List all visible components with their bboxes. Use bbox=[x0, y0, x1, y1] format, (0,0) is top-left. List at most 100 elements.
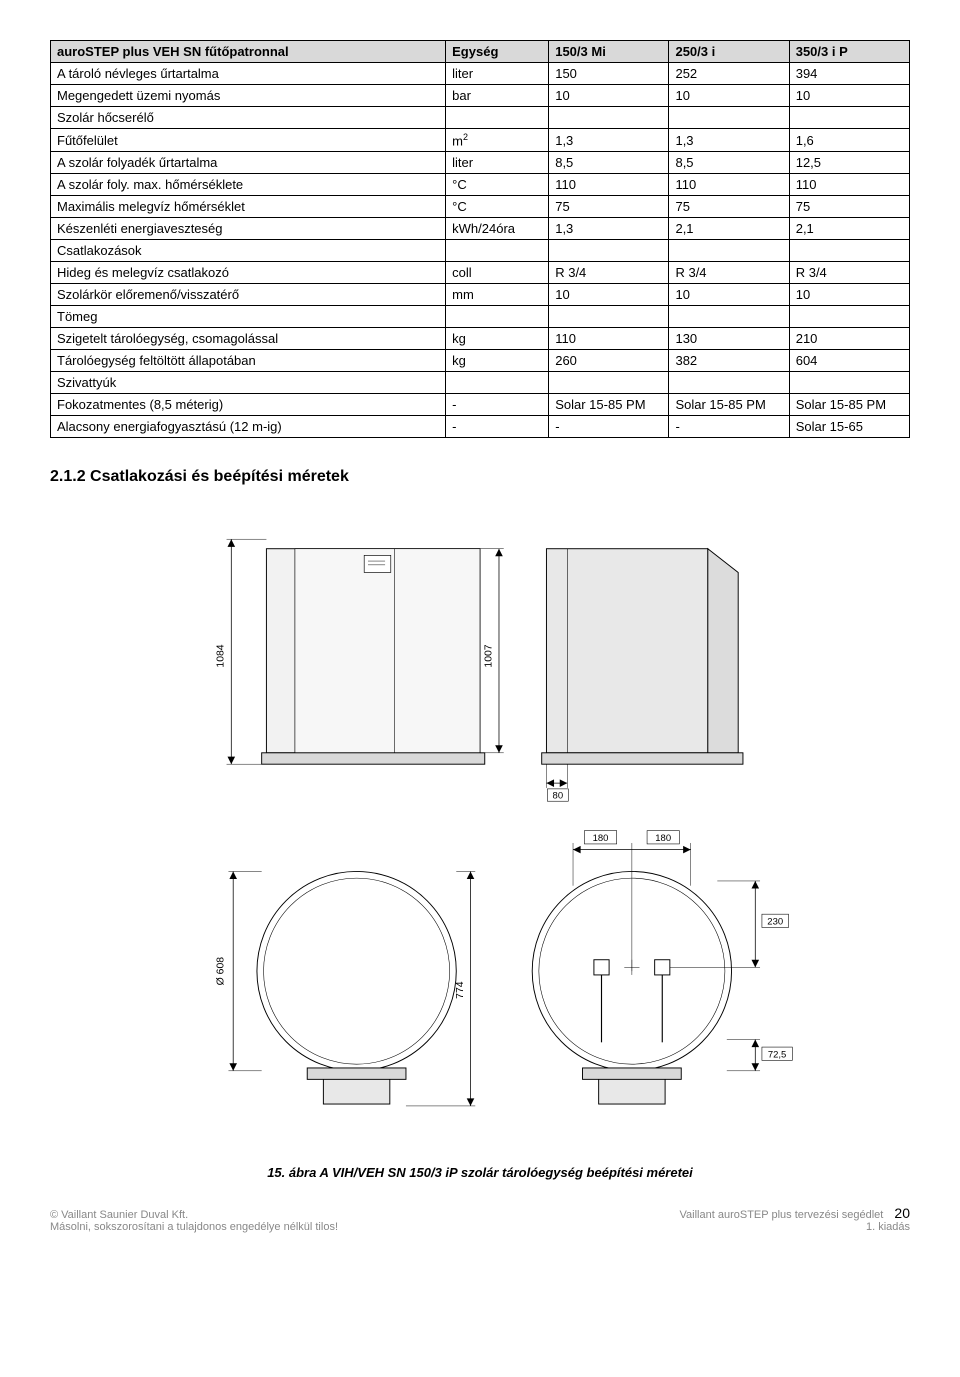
cell-label: Szigetelt tárolóegység, csomagolással bbox=[51, 328, 446, 350]
cell-label: Fűtőfelület bbox=[51, 129, 446, 152]
cell-label: Szolárkör előremenő/visszatérő bbox=[51, 284, 446, 306]
table-row: Szolárkör előremenő/visszatérőmm101010 bbox=[51, 284, 910, 306]
table-row: A szolár folyadék űrtartalmaliter8,58,51… bbox=[51, 152, 910, 174]
cell-unit: mm bbox=[446, 284, 549, 306]
cell-unit: kWh/24óra bbox=[446, 218, 549, 240]
cell-v3: 10 bbox=[789, 284, 909, 306]
table-header-row: auroSTEP plus VEH SN fűtőpatronnal Egysé… bbox=[51, 41, 910, 63]
cell-v3: Solar 15-85 PM bbox=[789, 394, 909, 416]
cell-unit: °C bbox=[446, 196, 549, 218]
cell-label: Hideg és melegvíz csatlakozó bbox=[51, 262, 446, 284]
cell-unit: kg bbox=[446, 328, 549, 350]
cell-label: Megengedett üzemi nyomás bbox=[51, 85, 446, 107]
table-row: Szigetelt tárolóegység, csomagolássalkg1… bbox=[51, 328, 910, 350]
cell-v2: 110 bbox=[669, 174, 789, 196]
dim-180b: 180 bbox=[655, 833, 671, 844]
dim-80: 80 bbox=[553, 791, 564, 802]
cell-v3 bbox=[789, 372, 909, 394]
dim-230: 230 bbox=[767, 917, 783, 928]
th-unit: Egység bbox=[446, 41, 549, 63]
cell-v1: 110 bbox=[549, 174, 669, 196]
cell-v3 bbox=[789, 240, 909, 262]
table-row: Maximális melegvíz hőmérséklet°C757575 bbox=[51, 196, 910, 218]
footer-right-1: Vaillant auroSTEP plus tervezési segédle… bbox=[680, 1209, 884, 1221]
table-row: Alacsony energiafogyasztású (12 m-ig)---… bbox=[51, 416, 910, 438]
cell-v1 bbox=[549, 240, 669, 262]
cell-label: Maximális melegvíz hőmérséklet bbox=[51, 196, 446, 218]
dim-1007: 1007 bbox=[483, 645, 494, 668]
cell-v1: 150 bbox=[549, 63, 669, 85]
th-label: auroSTEP plus VEH SN fűtőpatronnal bbox=[51, 41, 446, 63]
cell-label: A szolár folyadék űrtartalma bbox=[51, 152, 446, 174]
cell-v3: 2,1 bbox=[789, 218, 909, 240]
cell-v2: Solar 15-85 PM bbox=[669, 394, 789, 416]
cell-v2: 75 bbox=[669, 196, 789, 218]
cell-v1: 10 bbox=[549, 284, 669, 306]
cell-label: Tömeg bbox=[51, 306, 446, 328]
cell-unit: bar bbox=[446, 85, 549, 107]
table-row: Tárolóegység feltöltött állapotábankg260… bbox=[51, 350, 910, 372]
cell-v3: 12,5 bbox=[789, 152, 909, 174]
cell-v3: 10 bbox=[789, 85, 909, 107]
cell-v1 bbox=[549, 107, 669, 129]
table-row: Szivattyúk bbox=[51, 372, 910, 394]
cell-v3: 110 bbox=[789, 174, 909, 196]
table-row: Tömeg bbox=[51, 306, 910, 328]
cell-label: Csatlakozások bbox=[51, 240, 446, 262]
footer-left-1: © Vaillant Saunier Duval Kft. bbox=[50, 1209, 338, 1221]
cell-v2 bbox=[669, 107, 789, 129]
cell-unit: liter bbox=[446, 63, 549, 85]
cell-v1 bbox=[549, 306, 669, 328]
footer-left-2: Másolni, sokszorosítani a tulajdonos eng… bbox=[50, 1221, 338, 1233]
cell-v2: 8,5 bbox=[669, 152, 789, 174]
cell-v1: - bbox=[549, 416, 669, 438]
footer-right-2: 1. kiadás bbox=[866, 1221, 910, 1233]
page-footer: © Vaillant Saunier Duval Kft. Másolni, s… bbox=[50, 1205, 910, 1233]
table-row: A tároló névleges űrtartalmaliter1502523… bbox=[51, 63, 910, 85]
cell-v2: 2,1 bbox=[669, 218, 789, 240]
th-v2: 250/3 i bbox=[669, 41, 789, 63]
cell-label: A szolár foly. max. hőmérséklete bbox=[51, 174, 446, 196]
dim-180a: 180 bbox=[593, 833, 609, 844]
cell-v1: 260 bbox=[549, 350, 669, 372]
cell-v2: 382 bbox=[669, 350, 789, 372]
cell-v3 bbox=[789, 306, 909, 328]
cell-v3: 394 bbox=[789, 63, 909, 85]
table-row: Csatlakozások bbox=[51, 240, 910, 262]
cell-label: Fokozatmentes (8,5 méterig) bbox=[51, 394, 446, 416]
cell-v1: Solar 15-85 PM bbox=[549, 394, 669, 416]
cell-v3: 604 bbox=[789, 350, 909, 372]
dimension-diagram: 1084 1007 80 bbox=[50, 506, 910, 1145]
page-number: 20 bbox=[894, 1205, 910, 1221]
cell-v3: 210 bbox=[789, 328, 909, 350]
cell-label: Tárolóegység feltöltött állapotában bbox=[51, 350, 446, 372]
dim-774: 774 bbox=[455, 982, 466, 1000]
cell-v1: 8,5 bbox=[549, 152, 669, 174]
th-v3: 350/3 i P bbox=[789, 41, 909, 63]
cell-v3 bbox=[789, 107, 909, 129]
cell-unit bbox=[446, 240, 549, 262]
cell-unit: liter bbox=[446, 152, 549, 174]
cell-v1: 75 bbox=[549, 196, 669, 218]
table-row: Készenléti energiaveszteségkWh/24óra1,32… bbox=[51, 218, 910, 240]
table-row: A szolár foly. max. hőmérséklete°C110110… bbox=[51, 174, 910, 196]
cell-v1: R 3/4 bbox=[549, 262, 669, 284]
cell-unit bbox=[446, 372, 549, 394]
cell-unit: coll bbox=[446, 262, 549, 284]
cell-v2: 1,3 bbox=[669, 129, 789, 152]
cell-label: Alacsony energiafogyasztású (12 m-ig) bbox=[51, 416, 446, 438]
cell-v2 bbox=[669, 372, 789, 394]
figure-caption: 15. ábra A VIH/VEH SN 150/3 iP szolár tá… bbox=[50, 1165, 910, 1180]
cell-v1 bbox=[549, 372, 669, 394]
cell-unit: m2 bbox=[446, 129, 549, 152]
cell-v2 bbox=[669, 306, 789, 328]
cell-v2 bbox=[669, 240, 789, 262]
table-row: Megengedett üzemi nyomásbar101010 bbox=[51, 85, 910, 107]
cell-v2: 10 bbox=[669, 284, 789, 306]
cell-v1: 1,3 bbox=[549, 218, 669, 240]
cell-v1: 110 bbox=[549, 328, 669, 350]
cell-v3: Solar 15-65 bbox=[789, 416, 909, 438]
cell-v3: 75 bbox=[789, 196, 909, 218]
cell-unit: - bbox=[446, 416, 549, 438]
cell-v1: 1,3 bbox=[549, 129, 669, 152]
